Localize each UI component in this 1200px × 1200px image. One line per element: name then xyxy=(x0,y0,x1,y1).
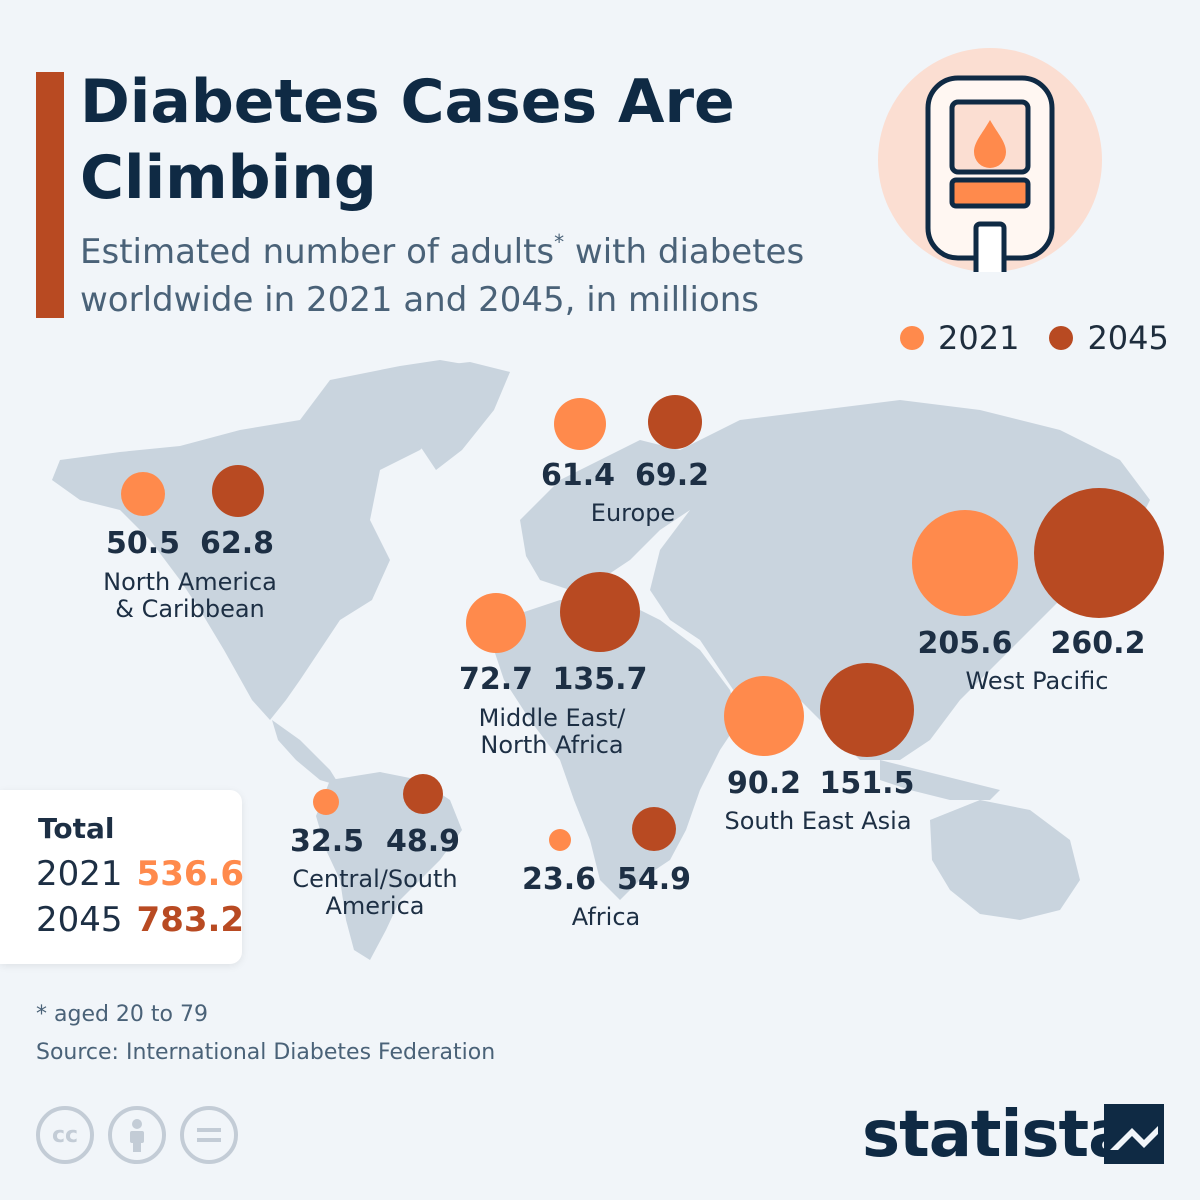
value-europe-2045: 69.2 xyxy=(634,458,710,493)
value-mena-2045: 135.7 xyxy=(552,662,648,697)
bubble-europe-2045 xyxy=(648,395,702,449)
totals-year-2021: 2021 xyxy=(36,854,123,894)
glucose-meter-icon xyxy=(878,48,1102,272)
value-europe-2021: 61.4 xyxy=(540,458,616,493)
statista-mark-icon xyxy=(1104,1104,1164,1164)
legend-item-2021: 2021 xyxy=(900,319,1019,357)
bubble-africa-2045 xyxy=(632,807,676,851)
legend-label-2021: 2021 xyxy=(938,319,1020,357)
region-label-csa: Central/South America xyxy=(292,865,458,920)
totals-value-2045: 783.2 xyxy=(136,900,245,940)
page-title: Diabetes Cases Are Climbing xyxy=(80,67,735,213)
value-mena-2021: 72.7 xyxy=(458,662,534,697)
region-label-europe: Europe xyxy=(590,499,676,527)
footnote: * aged 20 to 79 xyxy=(36,1002,208,1027)
bubble-mena-2021 xyxy=(466,593,526,653)
africa-landmass xyxy=(494,600,740,900)
central-america-landmass xyxy=(272,720,340,786)
legend-label-2045: 2045 xyxy=(1087,319,1169,357)
region-label-mena: Middle East/ North Africa xyxy=(478,704,626,759)
region-label-sea: South East Asia xyxy=(724,807,912,835)
bubble-north-america-2021 xyxy=(121,472,165,516)
bubble-west-pacific-2045 xyxy=(1034,488,1164,618)
legend-swatch-2021 xyxy=(900,326,924,350)
greenland-landmass xyxy=(380,362,510,470)
totals-row-2045: 2045 783.2 xyxy=(36,900,244,940)
southeast-asia-islands xyxy=(880,760,1000,800)
source-note: Source: International Diabetes Federatio… xyxy=(36,1040,496,1065)
region-label-west-pacific: West Pacific xyxy=(965,667,1109,695)
bubble-csa-2021 xyxy=(313,789,339,815)
europe-landmass xyxy=(520,440,700,590)
region-label-north-america: North America & Caribbean xyxy=(103,568,277,623)
statista-logo[interactable]: statista xyxy=(862,1098,1131,1172)
south-america-landmass xyxy=(316,772,462,960)
value-north-america-2045: 62.8 xyxy=(199,526,275,561)
title-accent-bar xyxy=(36,72,64,318)
value-africa-2021: 23.6 xyxy=(521,862,597,897)
cc-icon[interactable]: cc xyxy=(36,1106,94,1164)
value-west-pacific-2021: 205.6 xyxy=(917,626,1013,661)
no-derivatives-icon[interactable] xyxy=(180,1106,238,1164)
totals-title: Total xyxy=(38,812,115,845)
bubble-mena-2045 xyxy=(560,572,640,652)
value-sea-2045: 151.5 xyxy=(819,766,915,801)
bubble-sea-2045 xyxy=(820,663,914,757)
legend-swatch-2045 xyxy=(1049,326,1074,350)
value-africa-2045: 54.9 xyxy=(616,862,692,897)
asia-landmass xyxy=(650,400,1150,760)
region-label-africa: Africa xyxy=(571,903,641,931)
north-america-landmass xyxy=(52,360,510,720)
bubble-west-pacific-2021 xyxy=(912,510,1018,616)
australia-landmass xyxy=(930,800,1080,920)
totals-row-2021: 2021 536.6 xyxy=(36,854,244,894)
bubble-sea-2021 xyxy=(724,676,804,756)
value-csa-2021: 32.5 xyxy=(289,824,365,859)
value-north-america-2021: 50.5 xyxy=(105,526,181,561)
bubble-north-america-2045 xyxy=(212,465,264,517)
value-csa-2045: 48.9 xyxy=(385,824,461,859)
value-west-pacific-2045: 260.2 xyxy=(1050,626,1146,661)
value-sea-2021: 90.2 xyxy=(726,766,802,801)
legend-item-2045: 2045 xyxy=(1049,319,1169,357)
legend: 2021 2045 xyxy=(900,318,1199,358)
totals-value-2021: 536.6 xyxy=(136,854,245,894)
attribution-icon[interactable] xyxy=(108,1106,166,1164)
bubble-africa-2021 xyxy=(549,829,571,851)
totals-panel: Total 2021 536.6 2045 783.2 xyxy=(0,790,244,964)
totals-year-2045: 2045 xyxy=(36,900,123,940)
bubble-europe-2021 xyxy=(554,398,606,450)
bubble-csa-2045 xyxy=(403,774,443,814)
page-subtitle: Estimated number of adults* with diabete… xyxy=(80,230,805,320)
